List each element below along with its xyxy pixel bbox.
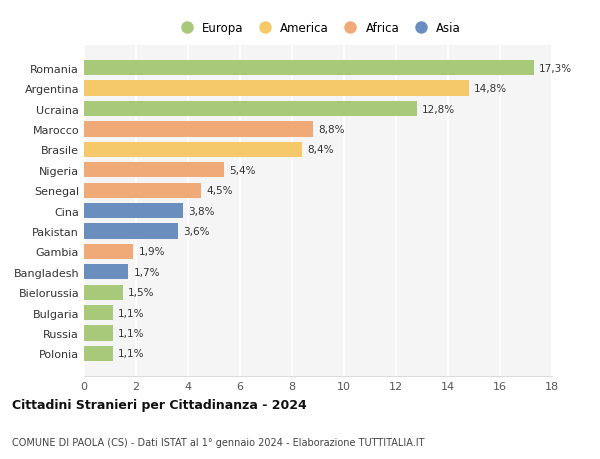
Bar — [84, 122, 313, 137]
Text: 1,1%: 1,1% — [118, 349, 145, 359]
Text: 12,8%: 12,8% — [422, 104, 455, 114]
Bar — [84, 142, 302, 158]
Text: Cittadini Stranieri per Cittadinanza - 2024: Cittadini Stranieri per Cittadinanza - 2… — [12, 398, 307, 412]
Bar — [84, 183, 201, 198]
Text: 14,8%: 14,8% — [474, 84, 507, 94]
Bar — [84, 285, 123, 300]
Text: COMUNE DI PAOLA (CS) - Dati ISTAT al 1° gennaio 2024 - Elaborazione TUTTITALIA.I: COMUNE DI PAOLA (CS) - Dati ISTAT al 1° … — [12, 437, 425, 447]
Bar — [84, 203, 183, 219]
Text: 1,9%: 1,9% — [139, 247, 165, 257]
Bar — [84, 101, 417, 117]
Text: 5,4%: 5,4% — [230, 165, 256, 175]
Bar — [84, 305, 113, 321]
Text: 4,5%: 4,5% — [206, 186, 233, 196]
Text: 3,8%: 3,8% — [188, 206, 215, 216]
Bar — [84, 61, 534, 76]
Bar — [84, 244, 133, 259]
Text: 8,4%: 8,4% — [308, 145, 334, 155]
Bar — [84, 163, 224, 178]
Bar — [84, 326, 113, 341]
Text: 1,5%: 1,5% — [128, 288, 155, 297]
Text: 17,3%: 17,3% — [539, 63, 572, 73]
Text: 3,6%: 3,6% — [183, 227, 209, 236]
Legend: Europa, America, Africa, Asia: Europa, America, Africa, Asia — [172, 19, 464, 39]
Text: 1,1%: 1,1% — [118, 308, 145, 318]
Bar — [84, 346, 113, 361]
Bar — [84, 81, 469, 96]
Bar — [84, 224, 178, 239]
Bar — [84, 264, 128, 280]
Text: 1,1%: 1,1% — [118, 328, 145, 338]
Text: 1,7%: 1,7% — [133, 267, 160, 277]
Text: 8,8%: 8,8% — [318, 125, 344, 134]
